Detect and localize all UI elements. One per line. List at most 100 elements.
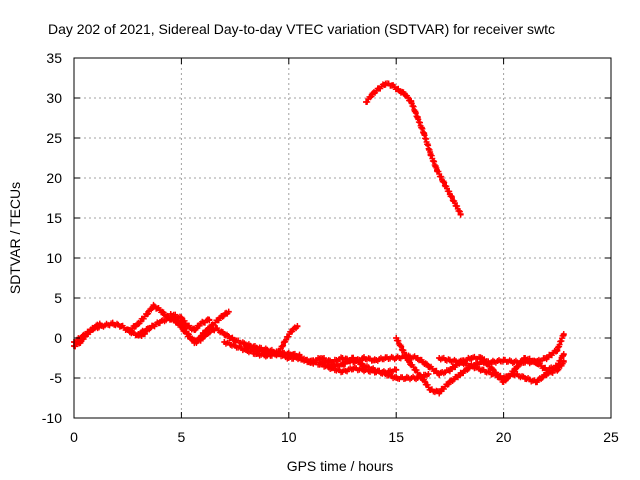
data-point <box>382 355 389 361</box>
data-point <box>382 371 389 377</box>
data-point <box>399 347 406 353</box>
data-point <box>281 339 288 345</box>
data-point <box>457 371 464 377</box>
data-point <box>500 375 507 381</box>
data-point <box>88 327 95 333</box>
y-tick-label: 35 <box>46 50 62 66</box>
data-point <box>206 316 213 323</box>
series-track-12 <box>436 354 567 386</box>
data-point <box>339 361 346 368</box>
data-point <box>371 367 378 373</box>
y-tick-label: 0 <box>54 330 62 346</box>
data-point <box>275 351 282 357</box>
plot-series <box>71 80 567 397</box>
data-point <box>446 379 453 385</box>
data-point <box>388 82 395 89</box>
x-tick-label: 10 <box>281 429 297 445</box>
data-point <box>403 375 410 381</box>
data-point <box>440 179 447 185</box>
data-point <box>436 389 443 396</box>
data-point <box>225 308 232 315</box>
data-point <box>191 339 198 345</box>
data-point <box>363 99 370 105</box>
data-point <box>522 355 529 361</box>
series-track-2 <box>71 320 103 346</box>
y-tick-label: -10 <box>42 410 62 426</box>
data-point <box>369 91 376 97</box>
data-point <box>350 365 357 372</box>
data-point <box>296 355 303 361</box>
data-point <box>79 333 86 340</box>
data-point <box>150 303 157 309</box>
data-point <box>360 363 367 369</box>
x-tick-label: 25 <box>603 429 619 445</box>
y-tick-label: 30 <box>46 90 62 106</box>
data-point <box>96 320 103 327</box>
data-point <box>307 359 314 365</box>
data-point <box>294 323 301 329</box>
x-tick-label: 0 <box>70 429 78 445</box>
data-point <box>543 371 550 377</box>
data-point <box>232 343 239 349</box>
data-point <box>543 355 550 361</box>
data-point <box>221 339 228 345</box>
data-point <box>434 167 441 173</box>
data-point <box>560 351 567 357</box>
data-point <box>453 203 460 209</box>
data-point <box>197 320 204 327</box>
y-tick-label: 25 <box>46 130 62 146</box>
data-point <box>393 355 400 361</box>
data-point <box>221 331 228 337</box>
data-point <box>242 343 249 349</box>
data-point <box>479 355 486 361</box>
data-point <box>418 375 425 381</box>
x-tick-label: 20 <box>496 429 512 445</box>
data-point <box>436 371 443 377</box>
data-point <box>197 336 204 343</box>
series-track-11 <box>414 351 567 385</box>
data-point <box>135 320 142 327</box>
data-point <box>167 311 174 317</box>
data-point <box>393 375 400 381</box>
data-point <box>77 339 84 345</box>
data-point <box>457 211 464 217</box>
data-point <box>339 368 346 375</box>
data-point <box>425 371 432 377</box>
data-point <box>554 367 561 373</box>
data-point <box>511 359 518 365</box>
data-point <box>264 349 271 356</box>
data-point <box>212 325 219 332</box>
data-point <box>446 367 453 373</box>
data-point <box>253 347 260 353</box>
x-axis-title: GPS time / hours <box>287 458 394 474</box>
data-point <box>376 85 383 92</box>
data-point <box>178 315 185 321</box>
data-point <box>118 323 125 329</box>
data-point <box>421 131 428 137</box>
data-point <box>425 363 432 369</box>
chart-title: Day 202 of 2021, Sidereal Day-to-day VTE… <box>48 21 555 37</box>
data-point <box>144 311 151 317</box>
series-track-9 <box>318 354 432 383</box>
data-point <box>217 315 224 321</box>
data-point <box>393 335 400 341</box>
data-point <box>414 355 421 361</box>
data-point <box>479 367 486 373</box>
data-point <box>436 355 443 361</box>
axis-ticks: 0 5 10 15 20 25 -10 -5 0 5 10 15 20 25 30 35 <box>42 50 619 445</box>
y-tick-label: 20 <box>46 170 62 186</box>
data-point <box>427 151 434 157</box>
data-point <box>156 307 163 313</box>
data-point <box>414 115 421 121</box>
data-point <box>360 355 367 361</box>
data-point <box>382 80 389 87</box>
data-point <box>395 87 402 93</box>
data-point <box>489 371 496 377</box>
data-point <box>371 357 378 364</box>
data-point <box>350 355 357 361</box>
data-point <box>446 191 453 197</box>
y-axis-title: SDTVAR / TECUs <box>7 182 23 294</box>
data-point <box>408 99 415 105</box>
y-tick-label: 15 <box>46 210 62 226</box>
